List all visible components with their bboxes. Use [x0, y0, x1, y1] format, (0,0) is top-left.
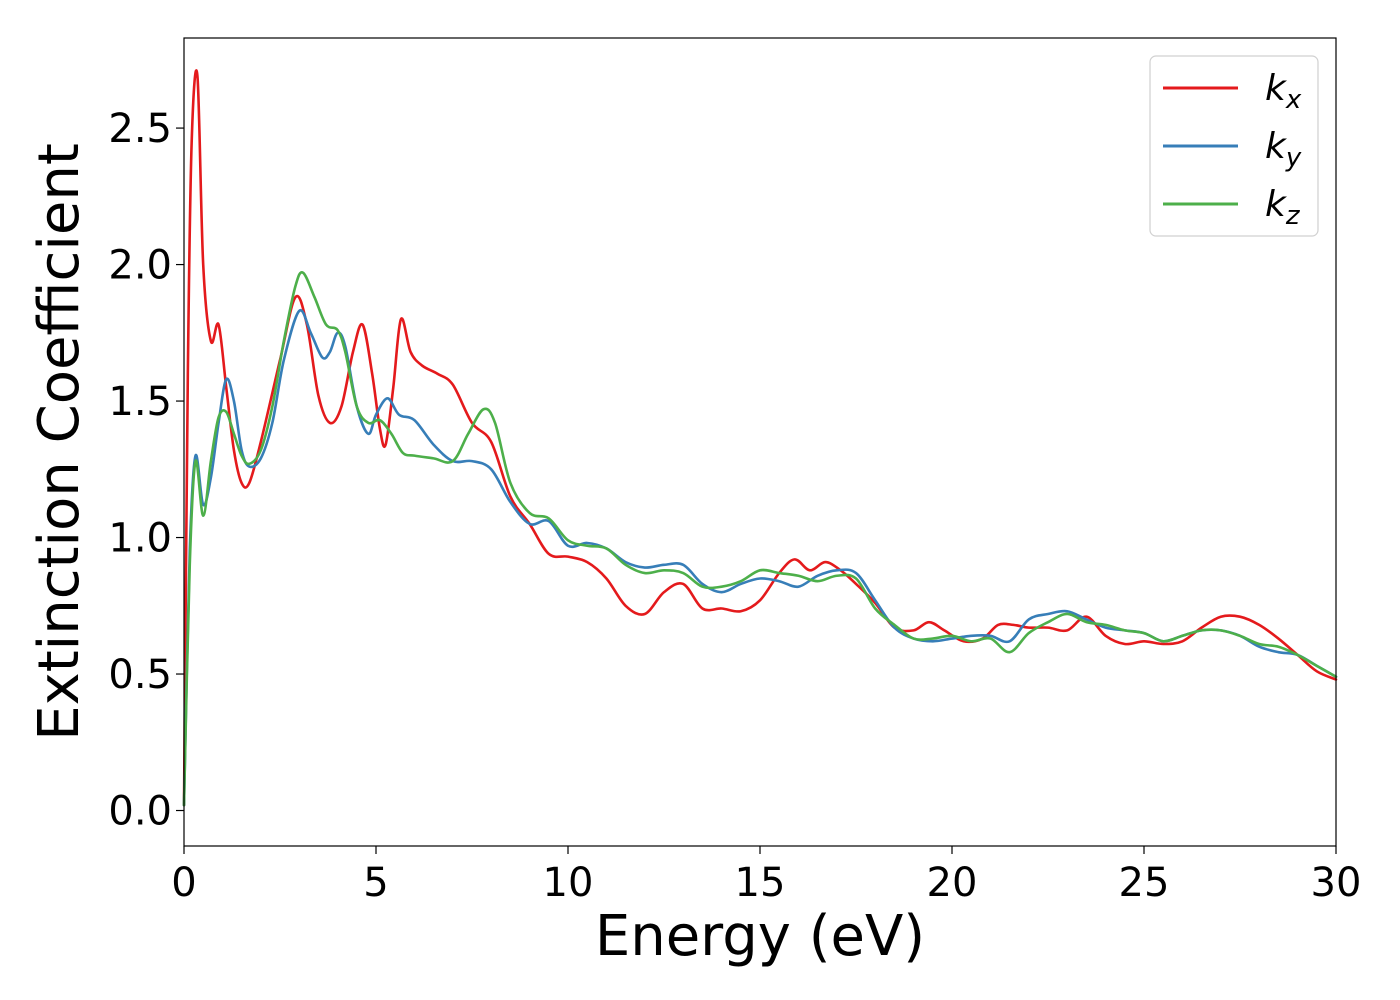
series-lines [182, 69, 1338, 807]
y-tick-label: 0.5 [108, 652, 172, 698]
series-line-y [182, 308, 1338, 807]
y-tick-label: 2.0 [108, 243, 172, 289]
y-tick-label: 0.0 [108, 789, 172, 835]
x-axis: 0 5 10 15 20 25 30 [171, 846, 1361, 906]
legend-label-z: kz [1265, 184, 1301, 231]
legend-label-y: ky [1265, 126, 1302, 173]
x-axis-title: Energy (eV) [595, 904, 925, 969]
y-axis: 0.0 0.5 1.0 1.5 2.0 2.5 [108, 106, 184, 835]
legend: kx ky kz [1149, 55, 1319, 237]
y-tick-label: 2.5 [108, 106, 172, 152]
x-tick-label: 30 [1311, 860, 1362, 906]
x-tick-label: 25 [1119, 860, 1170, 906]
x-tick-label: 20 [927, 860, 978, 906]
x-tick-label: 10 [543, 860, 594, 906]
series-line-z [182, 271, 1338, 807]
x-tick-label: 15 [735, 860, 786, 906]
x-tick-label: 5 [363, 860, 388, 906]
y-tick-label: 1.0 [108, 516, 172, 562]
x-tick-label: 0 [171, 860, 196, 906]
legend-label-x: kx [1265, 68, 1302, 115]
y-axis-title: Extinction Coefficient [27, 143, 92, 741]
y-tick-label: 1.5 [108, 379, 172, 425]
